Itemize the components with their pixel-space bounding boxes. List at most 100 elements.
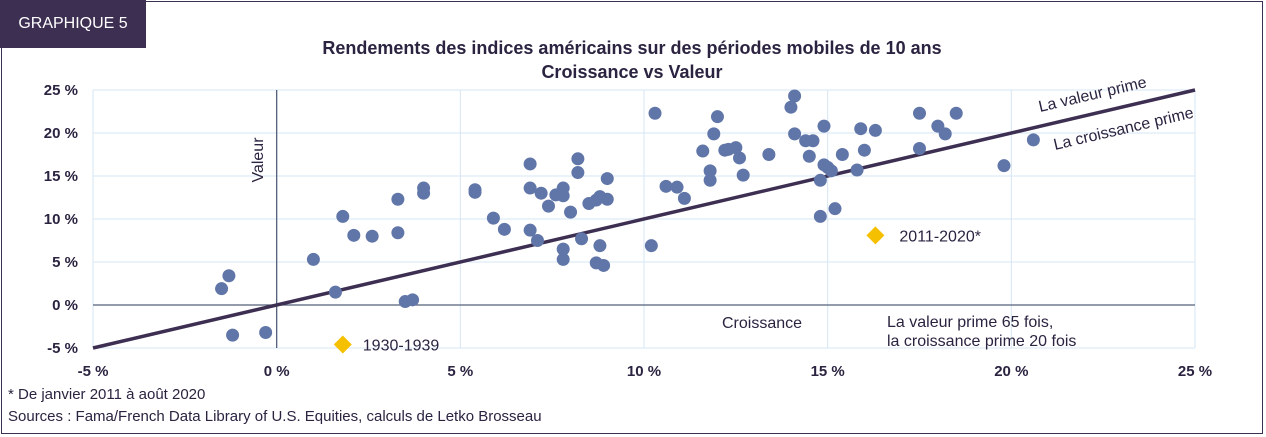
scatter-point [347,228,361,242]
scatter-point [523,181,537,195]
scatter-point [828,202,842,216]
scatter-point [868,123,882,137]
scatter-point [259,326,273,340]
scatter-point [707,127,721,141]
scatter-point [571,152,585,166]
x-axis-title: Croissance [722,315,802,332]
scatter-point [600,192,614,206]
scatter-point [788,89,802,103]
scatter-point [813,209,827,223]
x-tick-label: 5 % [447,363,473,380]
scatter-point [600,172,614,186]
x-tick-label: 15 % [811,363,845,380]
scatter-point [949,106,963,120]
scatter-point [938,127,952,141]
scatter-point [497,222,511,236]
scatter-point [597,258,611,272]
label-value-wins: La valeur prime [1037,74,1148,116]
summary-line-2: la croissance prime 20 fois [887,333,1076,350]
scatter-point [670,180,684,194]
y-tick-label: 10 % [44,211,78,228]
scatter-point [913,106,926,120]
highlight-label: 2011-2020* [899,228,981,245]
scatter-point [226,328,240,342]
scatter-point [835,148,849,161]
scatter-point [857,143,871,157]
scatter-point [788,127,802,141]
y-tick-label: 25 % [44,82,78,99]
footnote-sources: Sources : Fama/French Data Library of U.… [8,408,542,425]
scatter-point [391,226,405,240]
scatter-point [571,166,585,180]
scatter-point [659,179,673,193]
scatter-point [328,285,342,299]
scatter-point [564,205,578,219]
y-tick-label: 5 % [52,254,78,271]
scatter-point [648,106,662,120]
scatter-point [391,192,405,206]
scatter-point [306,252,320,266]
x-tick-label: 20 % [994,363,1028,380]
chart-title: Rendements des indices américains sur de… [322,38,942,58]
x-tick-label: -5 % [78,363,109,380]
scatter-point [806,134,820,148]
scatter-point [222,269,236,283]
chart-subtitle: Croissance vs Valeur [541,62,723,82]
figure-badge: GRAPHIQUE 5 [0,0,146,48]
scatter-point [784,100,798,114]
highlight-diamond [866,226,885,245]
scatter-point [913,141,926,155]
y-tick-label: 0 % [52,297,78,314]
y-tick-label: 15 % [44,168,78,185]
scatter-point [997,159,1011,173]
scatter-point [534,186,548,200]
x-tick-label: 0 % [264,363,290,380]
scatter-point [710,110,724,124]
scatter-point [802,149,816,163]
scatter-point [1026,133,1040,147]
scatter-point [523,157,537,171]
scatter-point [530,234,544,247]
scatter-point [736,168,750,182]
scatter-point [417,181,431,195]
scatter-point [336,209,350,223]
highlight-label: 1930-1939 [363,338,440,355]
scatter-point [593,239,607,253]
scatter-point [556,252,570,266]
scatter-point [733,151,747,165]
scatter-point [703,164,717,178]
scatter-point [468,185,482,199]
y-tick-label: -5 % [47,340,78,357]
scatter-point [556,242,570,256]
label-growth-wins: La croissance prime [1052,105,1195,154]
scatter-point [762,148,776,161]
scatter-point [406,293,420,307]
highlight-diamond [333,335,352,354]
scatter-point [677,191,691,205]
y-axis-title: Valeur [250,137,267,183]
scatter-point [824,164,838,178]
scatter-point [541,199,555,213]
scatter-point [817,119,831,133]
scatter-point [696,144,710,158]
parity-line [92,88,1196,350]
scatter-point [523,223,537,237]
scatter-point [854,122,868,136]
footnote-note: * De janvier 2011 à août 2020 [8,386,206,403]
x-tick-label: 10 % [627,363,661,380]
scatter-point [215,282,229,296]
scatter-point [850,163,864,177]
summary-line-1: La valeur prime 65 fois, [887,314,1053,331]
scatter-point [729,141,743,155]
scatter-point [556,189,570,203]
scatter-point [575,232,589,246]
scatter-point [703,173,717,187]
scatter-point [486,211,500,225]
scatter-point [813,173,827,187]
scatter-point [365,229,379,243]
scatter-point [644,239,658,253]
y-tick-label: 20 % [44,125,78,142]
x-tick-label: 25 % [1178,363,1212,380]
